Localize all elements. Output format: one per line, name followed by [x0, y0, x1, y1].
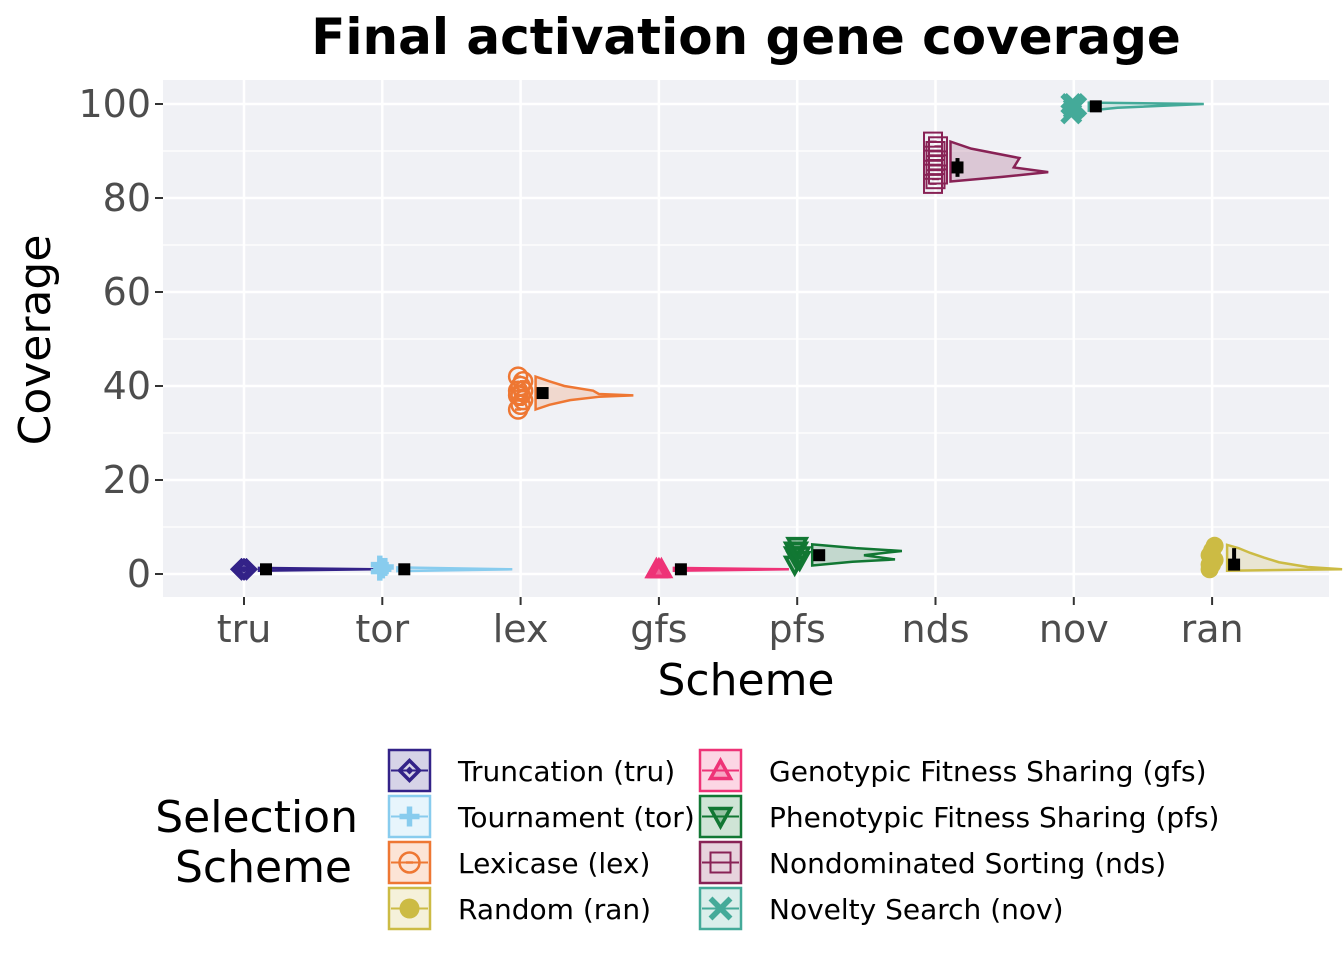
- mean-tor: [398, 563, 411, 576]
- violin-gfs: [672, 566, 789, 572]
- legend-marker-lex: [398, 851, 421, 874]
- x-tick-label: tor: [355, 607, 409, 651]
- mean-pfs: [813, 549, 826, 562]
- chart-marks: [230, 93, 1343, 581]
- series-nds: [923, 131, 1049, 194]
- x-tick-label: pfs: [769, 607, 826, 651]
- x-tick-label: tru: [217, 607, 272, 651]
- series-gfs: [644, 556, 789, 579]
- legend-marker-nds: [709, 851, 732, 874]
- x-tick-label: ran: [1181, 607, 1244, 651]
- legend-item-tor: Tournament (tor): [387, 794, 695, 839]
- legend-title-line-1: Selection: [155, 792, 358, 843]
- legend-item-tru: Truncation (tru): [387, 748, 675, 793]
- point-gfs: [644, 556, 669, 579]
- violin-lex: [534, 374, 634, 412]
- legend-item-nov: Novelty Search (nov): [698, 886, 1064, 931]
- mean-ran: [1228, 558, 1241, 571]
- y-axis: 0 20 40 60 80 100: [78, 82, 163, 596]
- x-tick-label: lex: [493, 607, 549, 651]
- legend-label-gfs: Genotypic Fitness Sharing (gfs): [769, 755, 1207, 788]
- point-ran: [1205, 536, 1224, 555]
- mean-tru: [260, 563, 272, 576]
- mean-gfs: [674, 563, 687, 576]
- legend-title-line-2: Scheme: [175, 842, 352, 893]
- violin-nov: [1087, 101, 1204, 112]
- series-ran: [1200, 536, 1343, 579]
- y-tick-label: 100: [78, 82, 151, 126]
- violin-pfs: [810, 543, 903, 567]
- y-tick-label: 20: [103, 458, 151, 502]
- legend-item-pfs: Phenotypic Fitness Sharing (pfs): [698, 794, 1219, 839]
- point-nds: [928, 136, 948, 157]
- legend-label-lex: Lexicase (lex): [458, 847, 650, 880]
- legend-marker-nov: [708, 896, 733, 921]
- y-tick-label: 0: [127, 552, 151, 596]
- violin-tor: [396, 566, 513, 573]
- legend-label-tru: Truncation (tru): [457, 755, 675, 788]
- x-tick-label: nov: [1039, 607, 1109, 651]
- violin-nds: [949, 139, 1049, 183]
- series-lex: [507, 366, 634, 420]
- point-ran: [1203, 550, 1222, 569]
- legend-marker-tru: [397, 758, 422, 783]
- legend-label-ran: Random (ran): [458, 893, 651, 926]
- mean-nds: [951, 161, 964, 174]
- y-tick-label: 40: [103, 364, 151, 408]
- x-tick-label: gfs: [630, 607, 687, 651]
- point-tru: [232, 557, 256, 581]
- legend: Selection Scheme Truncation (tru) Tournam…: [155, 748, 1219, 931]
- point-lex: [507, 366, 529, 387]
- legend-item-ran: Random (ran): [387, 886, 651, 931]
- point-tor: [373, 560, 392, 579]
- legend-marker-ran: [399, 898, 420, 919]
- y-tick-label: 80: [103, 176, 151, 220]
- point-nds: [923, 131, 943, 152]
- legend-item-lex: Lexicase (lex): [387, 840, 650, 885]
- violin-ran: [1225, 543, 1343, 572]
- series-pfs: [782, 536, 903, 578]
- chart-title: Final activation gene coverage: [311, 8, 1181, 66]
- legend-marker-pfs: [707, 806, 734, 831]
- series-tru: [230, 557, 375, 581]
- y-axis-title: Coverage: [10, 235, 61, 446]
- series-nov: [1060, 93, 1204, 125]
- legend-item-gfs: Genotypic Fitness Sharing (gfs): [698, 748, 1207, 793]
- mean-nov: [1089, 100, 1102, 113]
- x-axis: tru tor lex gfs pfs nds nov ran: [217, 597, 1244, 651]
- legend-item-nds: Nondominated Sorting (nds): [698, 840, 1166, 885]
- point-pfs: [785, 541, 810, 564]
- x-axis-title: Scheme: [657, 655, 834, 706]
- series-tor: [370, 555, 513, 581]
- legend-label-nds: Nondominated Sorting (nds): [769, 847, 1166, 880]
- legend-marker-gfs: [707, 756, 734, 781]
- legend-marker-tor: [399, 806, 420, 827]
- x-tick-label: nds: [901, 607, 969, 651]
- legend-label-tor: Tournament (tor): [457, 801, 695, 834]
- violin-tru: [257, 566, 375, 572]
- y-tick-label: 60: [103, 270, 151, 314]
- point-nov: [1062, 93, 1085, 115]
- mean-lex: [536, 387, 549, 400]
- legend-label-nov: Novelty Search (nov): [769, 893, 1064, 926]
- legend-label-pfs: Phenotypic Fitness Sharing (pfs): [769, 801, 1219, 834]
